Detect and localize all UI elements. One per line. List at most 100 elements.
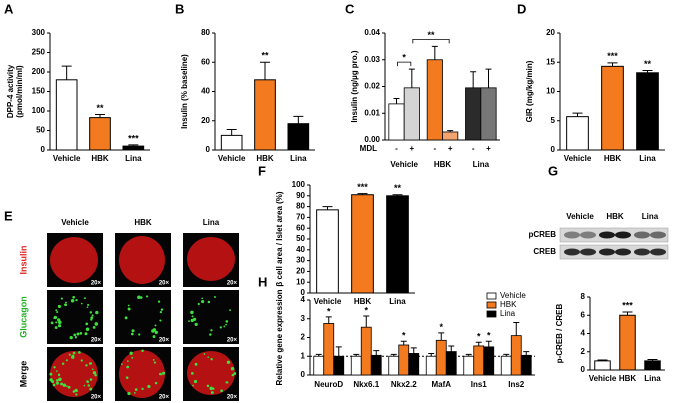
error-bar (475, 341, 482, 346)
legend-swatch (486, 310, 497, 318)
micrograph: 20× (115, 233, 171, 287)
band (599, 248, 615, 256)
error-bar (607, 62, 618, 67)
y-tick-label: 4 (301, 295, 306, 304)
glucagon-dot (210, 329, 213, 332)
y-tick-label: 0.03 (364, 55, 380, 64)
glucagon-dot (95, 310, 99, 315)
magnification: 20× (159, 338, 170, 344)
bar (323, 323, 335, 376)
glucagon-dot (57, 318, 61, 322)
y-tick-label: 0 (301, 370, 306, 379)
error-bar (353, 353, 360, 357)
significance: * (327, 306, 331, 316)
bar (473, 345, 485, 376)
bar (520, 354, 532, 376)
bar (316, 209, 339, 294)
y-tick-label: 5 (551, 116, 556, 125)
band-label: CREB (533, 247, 556, 256)
glucagon-dot (147, 384, 151, 389)
bracket (397, 61, 412, 67)
error-bar (513, 322, 520, 336)
x-tick-label: Lina (639, 154, 656, 163)
error-bar (260, 61, 270, 80)
significance: ** (394, 183, 402, 193)
micrograph: 20× (183, 290, 239, 344)
y-tick-label: 300 (32, 28, 46, 37)
glucagon-dot (207, 356, 210, 359)
glucagon-dot (157, 300, 161, 303)
y-tick-label: 2 (301, 333, 306, 342)
y-tick-label: 20 (546, 28, 555, 37)
glucagon-dot (72, 351, 76, 355)
glucagon-dot (210, 358, 213, 361)
lane-label: HBK (606, 212, 624, 221)
bar (636, 72, 659, 151)
glucagon-dot (209, 386, 213, 391)
glucagon-dot (52, 383, 56, 387)
y-tick-label: 20 (296, 267, 305, 276)
micrograph: 20× (47, 290, 103, 344)
glucagon-dot (60, 382, 64, 386)
bar (435, 339, 447, 376)
bar (398, 344, 410, 376)
glucagon-dot (57, 304, 61, 309)
y-tick-label: 0.04 (364, 28, 380, 37)
glucagon-dot (54, 326, 58, 329)
glucagon-dot (55, 381, 59, 385)
glucagon-dot (93, 326, 96, 329)
y-tick-label: 200 (32, 67, 46, 76)
glucagon-dot (85, 327, 90, 332)
y-tick-label: 100 (292, 180, 306, 189)
error-bar (647, 359, 658, 361)
micrograph: 20× (183, 233, 239, 287)
islet (187, 351, 235, 395)
error-bar (485, 340, 492, 347)
series-tick-label: + (409, 144, 414, 153)
band (650, 231, 666, 239)
glucagon-dot (223, 325, 226, 328)
glucagon-dot (141, 349, 144, 352)
glucagon-dot (225, 323, 227, 326)
glucagon-dot (159, 311, 162, 314)
glucagon-dot (83, 384, 86, 387)
panel-letter: F (258, 163, 266, 178)
glucagon-dot (131, 329, 135, 333)
significance: ** (644, 59, 652, 69)
glucagon-dot (129, 351, 133, 355)
glucagon-dot (62, 383, 67, 387)
y-tick-label: 0.00 (364, 135, 380, 144)
x-tick-label: HBK (434, 160, 452, 169)
magnification: 20× (91, 281, 102, 287)
glucagon-dot (201, 297, 203, 300)
x-tick-label: Lina (473, 160, 490, 169)
glucagon-dot (57, 373, 61, 377)
magnification: 20× (227, 395, 238, 401)
y-axis-label: Insulin (% baseline) (180, 54, 189, 129)
glucagon-dot (74, 336, 77, 339)
panel-letter: H (258, 274, 267, 289)
micrograph: 20× (115, 290, 171, 344)
significance: *** (128, 133, 139, 143)
error-bar (226, 129, 237, 136)
glucagon-dot (153, 361, 157, 364)
glucagon-dot (75, 393, 78, 396)
micrograph: 20× (47, 233, 103, 287)
bar (370, 354, 382, 376)
glucagon-dot (137, 295, 141, 299)
glucagon-dot (56, 311, 59, 314)
bar (644, 360, 661, 371)
x-tick-label: Vehicle (390, 160, 418, 169)
band (580, 248, 596, 256)
glucagon-dot (61, 362, 65, 365)
glucagon-dot (70, 299, 75, 303)
y-tick-label: 10 (296, 277, 305, 286)
bar (619, 314, 636, 371)
y-tick-label: 60 (296, 223, 305, 232)
glucagon-dot (53, 315, 58, 320)
y-tick-label: 0 (41, 145, 46, 154)
glucagon-dot (152, 335, 156, 338)
y-tick-label: 0 (581, 365, 586, 374)
legend-swatch (486, 301, 497, 309)
